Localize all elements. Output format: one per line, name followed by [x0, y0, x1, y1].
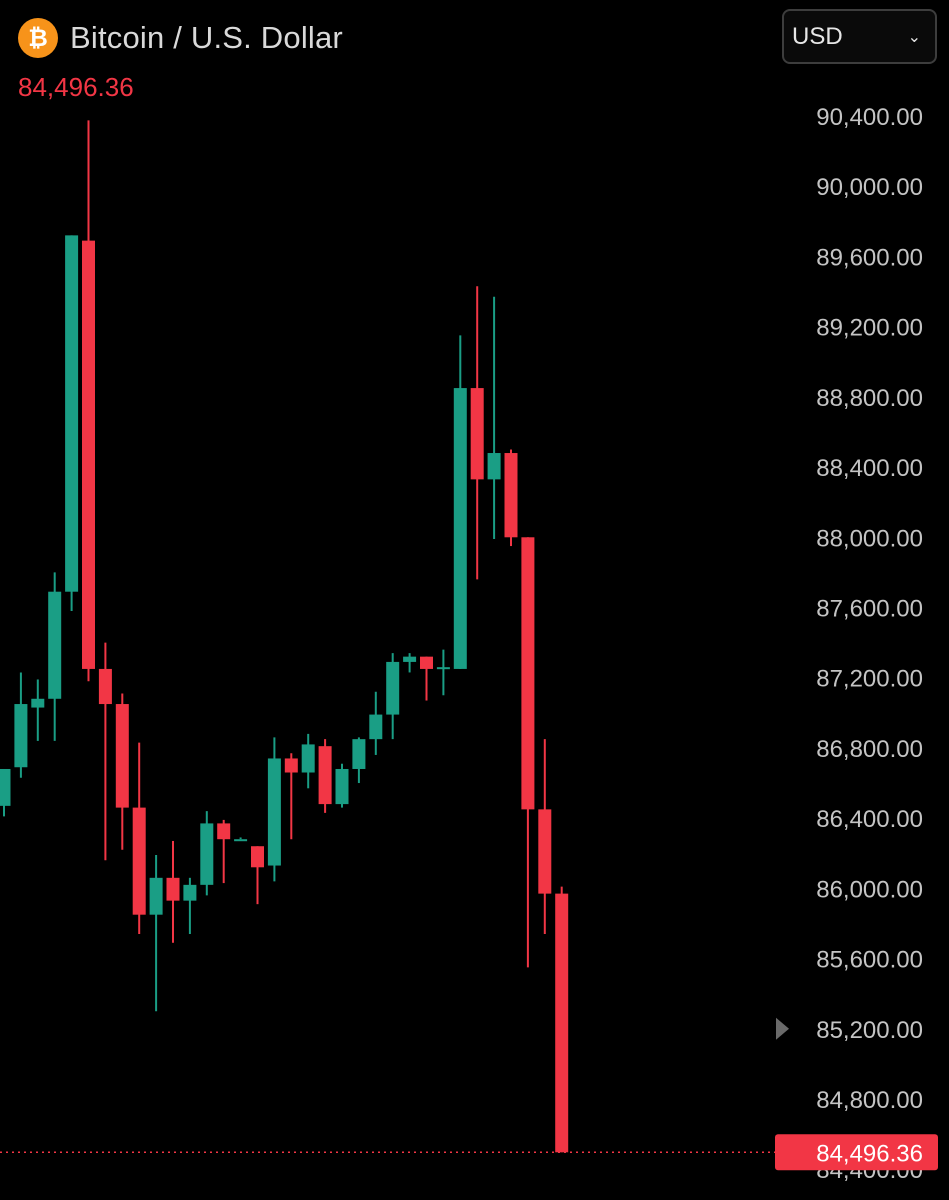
candle-body: [183, 884, 197, 901]
y-tick-label: 86,800.00: [816, 736, 923, 763]
scroll-to-latest-icon[interactable]: [776, 1017, 789, 1040]
candle-body: [538, 809, 552, 894]
candle-body: [31, 698, 45, 708]
y-tick-label: 90,400.00: [816, 104, 923, 131]
candle-body: [403, 656, 417, 662]
candle-body: [234, 839, 248, 842]
candle[interactable]: [369, 691, 383, 755]
y-tick-label: 86,000.00: [816, 876, 923, 903]
candle-body: [436, 667, 450, 670]
y-tick-label: 88,400.00: [816, 455, 923, 482]
candle[interactable]: [267, 737, 281, 882]
candle-body: [251, 846, 264, 868]
y-tick-label: 87,600.00: [816, 596, 923, 623]
candle-body: [301, 744, 315, 773]
currency-select[interactable]: USD ⌄: [782, 9, 937, 64]
last-price-badge-label: 84,496.36: [816, 1140, 923, 1167]
candle-body: [132, 807, 146, 915]
candle[interactable]: [48, 572, 62, 741]
candle[interactable]: [504, 449, 518, 547]
candle-body: [98, 668, 112, 705]
candle-body: [335, 768, 349, 805]
candle-body: [82, 240, 95, 669]
candle[interactable]: [251, 846, 264, 905]
candle-body: [318, 746, 332, 805]
candle-body: [369, 714, 383, 740]
candle[interactable]: [555, 886, 569, 1153]
candle[interactable]: [82, 120, 95, 682]
candle[interactable]: [132, 742, 146, 934]
candle-body: [470, 388, 484, 480]
last-price-badge: 84,496.36: [775, 1134, 938, 1171]
last-price-badge-bg: [775, 1134, 938, 1171]
candle[interactable]: [335, 763, 349, 808]
candle[interactable]: [420, 656, 433, 701]
y-tick-label: 88,000.00: [816, 525, 923, 552]
candle-body: [166, 877, 180, 901]
candle[interactable]: [403, 653, 417, 673]
candle-body: [48, 591, 62, 699]
candle[interactable]: [436, 649, 450, 696]
candle-body: [115, 704, 129, 808]
candle[interactable]: [284, 753, 298, 840]
y-tick-label: 86,400.00: [816, 806, 923, 833]
candle-body: [555, 893, 569, 1153]
last-price: 84,496.36: [18, 72, 134, 102]
candle[interactable]: [470, 286, 484, 580]
candle[interactable]: [386, 653, 400, 740]
candle[interactable]: [453, 335, 467, 669]
chart-header: ₿ Bitcoin / U.S. Dollar: [18, 14, 343, 62]
y-tick-label: 90,000.00: [816, 174, 923, 201]
candle[interactable]: [538, 739, 552, 934]
y-tick-label: 87,200.00: [816, 666, 923, 693]
candle[interactable]: [14, 672, 28, 778]
candle-body: [65, 235, 79, 592]
candle[interactable]: [0, 768, 11, 817]
symbol-title: Bitcoin / U.S. Dollar: [70, 20, 343, 55]
candle-body: [0, 768, 11, 806]
candle[interactable]: [115, 693, 129, 850]
candle[interactable]: [65, 235, 79, 612]
candle[interactable]: [318, 739, 332, 813]
candle-body: [284, 758, 298, 773]
y-tick-label: 88,800.00: [816, 385, 923, 412]
candle[interactable]: [200, 811, 214, 896]
bitcoin-icon: ₿: [18, 18, 58, 58]
candle[interactable]: [149, 855, 163, 1012]
candle-body: [420, 656, 433, 669]
y-tick-label: 85,600.00: [816, 947, 923, 974]
candle-body: [453, 388, 467, 669]
candle-body: [521, 537, 535, 810]
candle-body: [217, 823, 231, 840]
candle[interactable]: [183, 877, 197, 934]
candle[interactable]: [234, 837, 248, 842]
candle[interactable]: [352, 737, 366, 784]
candle[interactable]: [98, 642, 112, 861]
y-tick-label: 85,200.00: [816, 1017, 923, 1044]
chevron-down-icon: ⌄: [907, 28, 921, 46]
candle-body: [352, 739, 366, 769]
y-tick-label: 89,600.00: [816, 244, 923, 271]
candle-body: [386, 661, 400, 715]
candle-body: [14, 704, 28, 768]
candle[interactable]: [521, 537, 535, 968]
candle[interactable]: [166, 840, 180, 943]
candle[interactable]: [301, 733, 315, 789]
candle[interactable]: [487, 296, 501, 540]
y-tick-label: 84,800.00: [816, 1087, 923, 1114]
currency-select-value: USD: [792, 22, 843, 50]
candle-body: [487, 453, 501, 480]
candle-body: [149, 877, 163, 915]
candle-body: [267, 758, 281, 866]
candle[interactable]: [31, 679, 45, 741]
candle[interactable]: [217, 819, 231, 884]
candle-body: [200, 823, 214, 885]
y-tick-label: 89,200.00: [816, 315, 923, 342]
candle-body: [504, 453, 518, 538]
